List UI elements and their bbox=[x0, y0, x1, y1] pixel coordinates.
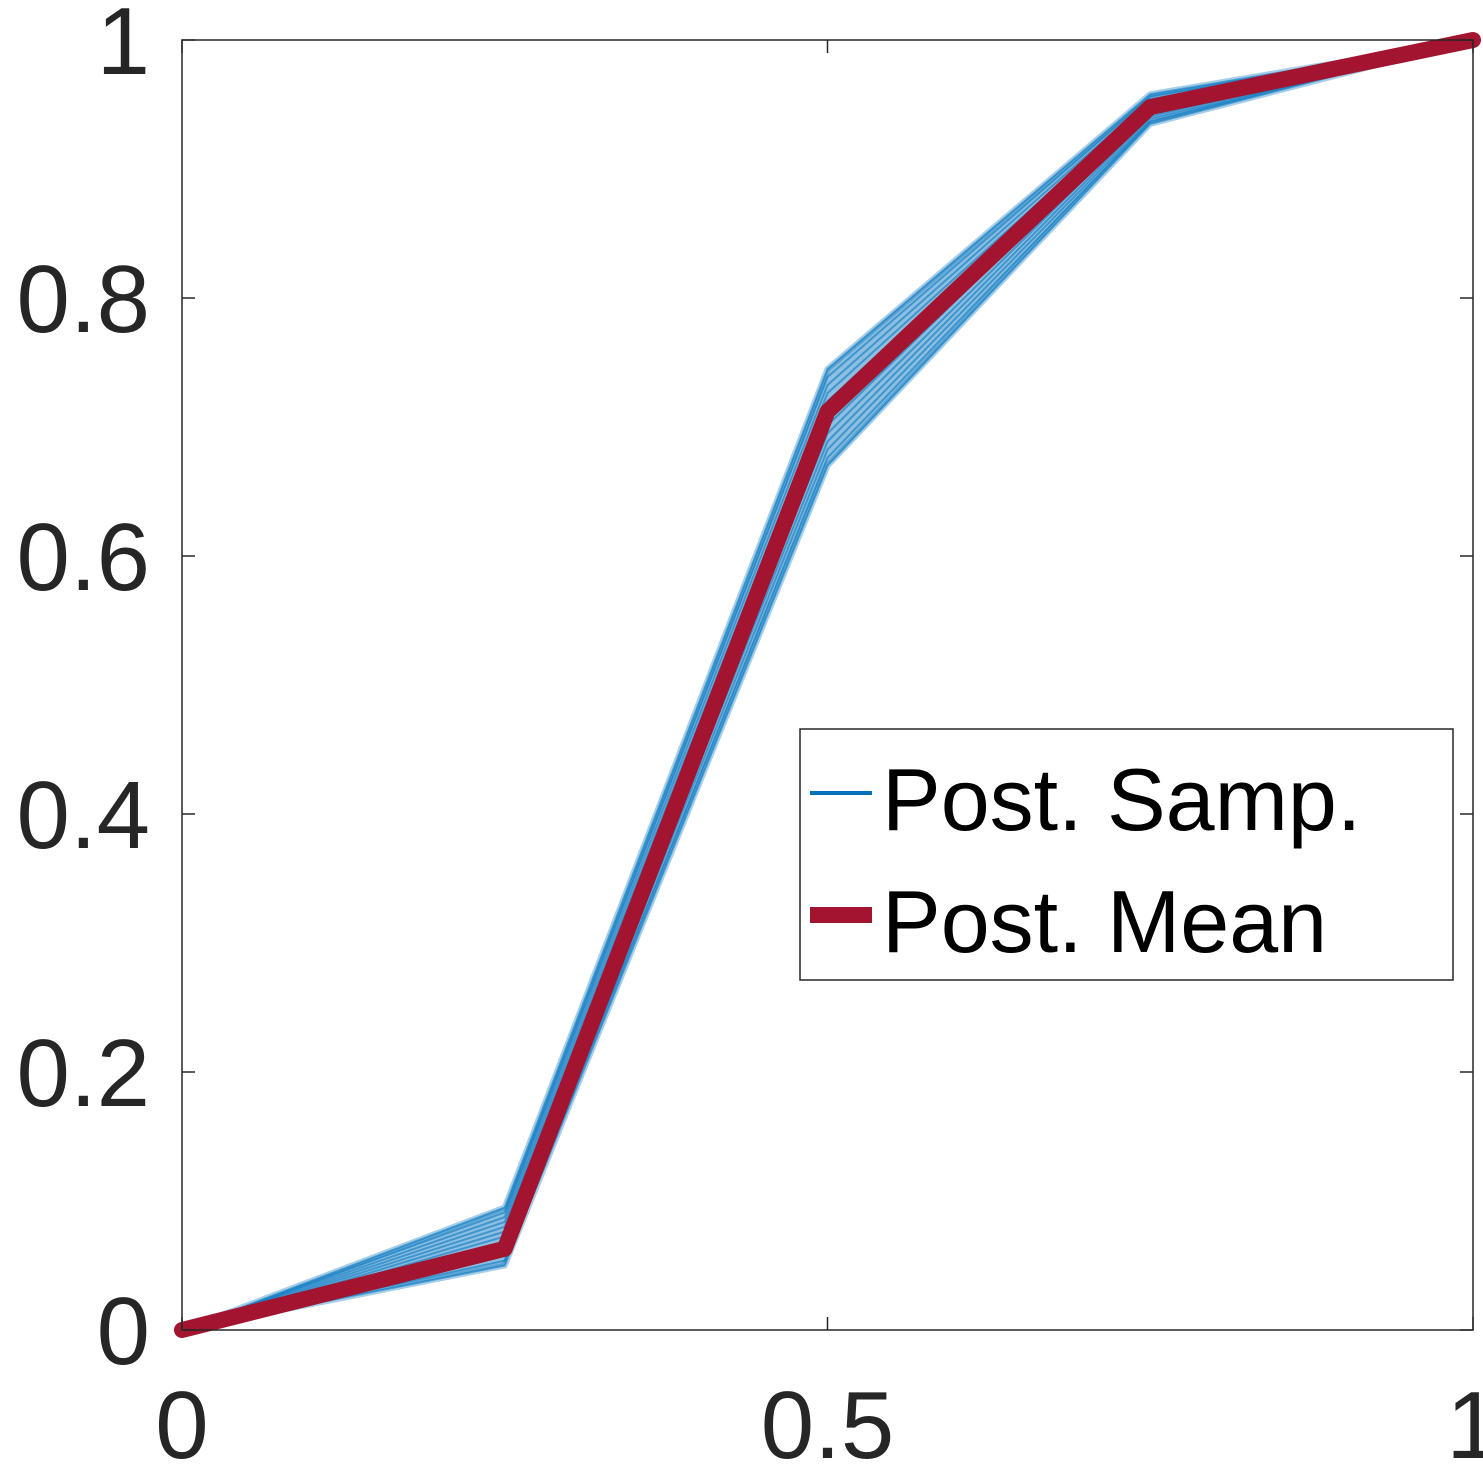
y-tick-label: 1 bbox=[97, 0, 150, 95]
posterior-sample-line bbox=[181, 39, 1474, 1331]
legend-label-post-samp: Post. Samp. bbox=[882, 750, 1361, 849]
y-tick-label: 0 bbox=[97, 1278, 150, 1385]
ticks-layer: 0 0.5 1 0 0.2 0.4 0.6 0.8 1 bbox=[17, 0, 1483, 1469]
posterior-sample-line bbox=[181, 39, 1474, 1331]
posterior-sample-line bbox=[181, 39, 1474, 1331]
posterior-sample-line bbox=[181, 39, 1474, 1331]
posterior-sample-line bbox=[181, 39, 1474, 1331]
posterior-sample-line bbox=[181, 39, 1474, 1331]
x-tick-label: 1 bbox=[1446, 1372, 1483, 1469]
posterior-sample-band bbox=[179, 37, 1476, 1333]
y-tick-label: 0.6 bbox=[17, 504, 150, 611]
posterior-sample-line bbox=[181, 39, 1474, 1331]
legend: Post. Samp. Post. Mean bbox=[799, 728, 1454, 981]
posterior-sample-line bbox=[181, 39, 1474, 1331]
x-tick-label: 0.5 bbox=[761, 1372, 894, 1469]
posterior-sample-line bbox=[181, 39, 1474, 1331]
axes-box bbox=[181, 39, 1474, 1331]
posterior-samples-layer bbox=[179, 37, 1476, 1333]
legend-box bbox=[799, 728, 1454, 981]
y-tick-label: 0.4 bbox=[17, 762, 150, 869]
posterior-sample-line bbox=[181, 39, 1474, 1331]
posterior-sample-line bbox=[181, 39, 1474, 1331]
y-tick-label: 0.8 bbox=[17, 246, 150, 353]
posterior-sample-line bbox=[181, 39, 1474, 1331]
y-tick-label: 0.2 bbox=[17, 1020, 150, 1127]
posterior-mean-line bbox=[174, 32, 1481, 1338]
legend-label-post-mean: Post. Mean bbox=[882, 872, 1327, 971]
x-tick-label: 0 bbox=[155, 1372, 208, 1469]
posterior-sample-line bbox=[181, 39, 1474, 1331]
posterior-mean-layer bbox=[174, 32, 1481, 1338]
